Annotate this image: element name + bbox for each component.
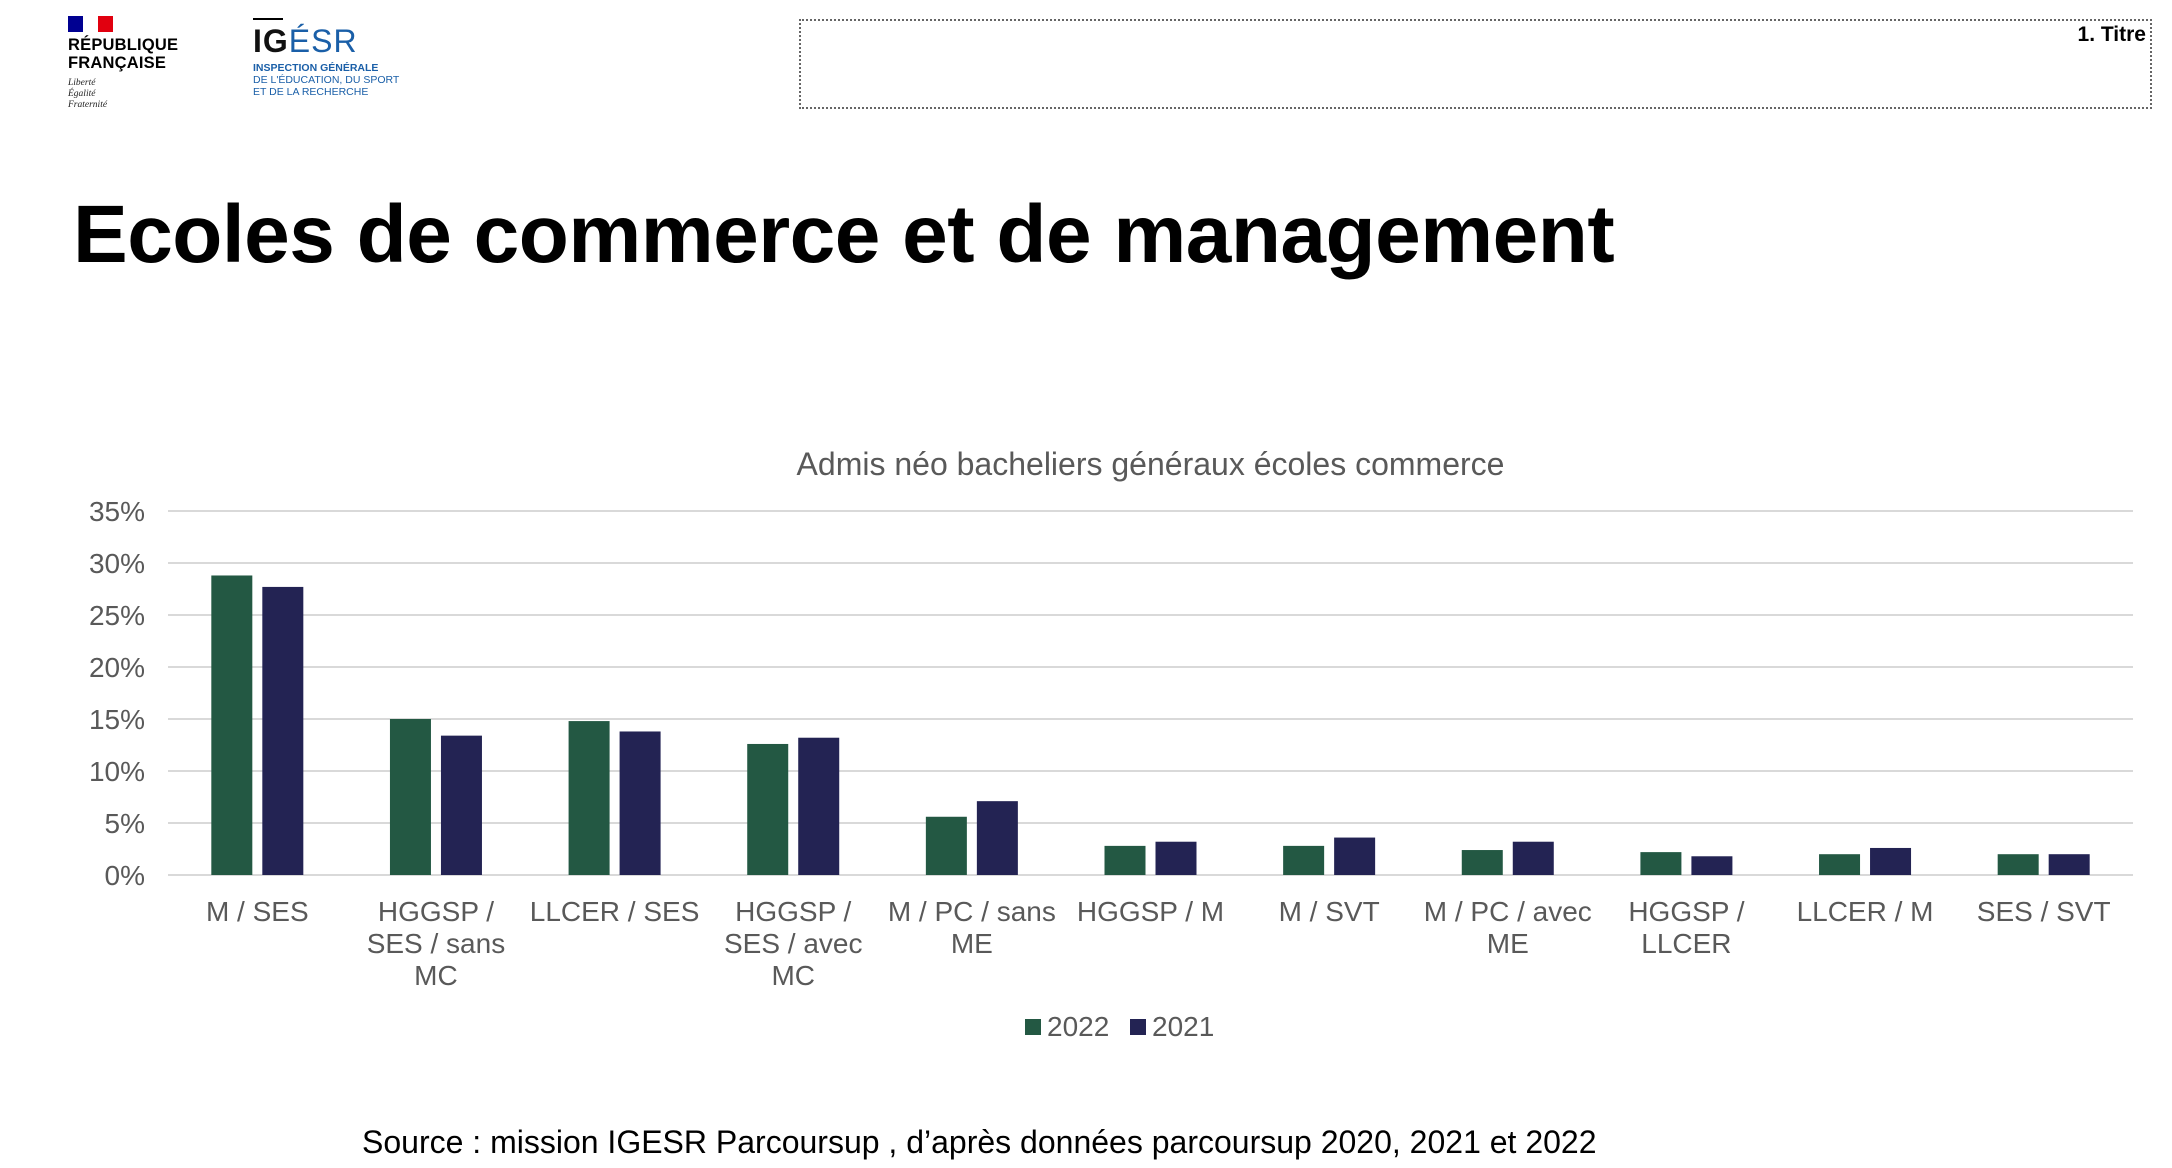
x-tick-label: SES / avec: [724, 928, 863, 959]
igesr-subtitle: INSPECTION GÉNÉRALE DE L'ÉDUCATION, DU S…: [253, 62, 433, 98]
legend-swatch-2021: [1130, 1019, 1146, 1035]
x-tick-label: HGGSP /: [735, 896, 851, 927]
x-tick-label: M / SVT: [1279, 896, 1380, 927]
igesr-logo: IGÉSR INSPECTION GÉNÉRALE DE L'ÉDUCATION…: [253, 18, 433, 98]
source-note: Source : mission IGESR Parcoursup , d’ap…: [362, 1124, 1597, 1160]
motto-line-3: Fraternité: [68, 100, 108, 110]
bar-2022: [1819, 854, 1861, 875]
title-placeholder-box[interactable]: 1. Titre: [799, 19, 2152, 109]
motto-line-2: Égalité: [68, 89, 96, 99]
igesr-sub-line-3: ET DE LA RECHERCHE: [253, 86, 369, 98]
republique-name: RÉPUBLIQUE FRANÇAISE: [68, 36, 208, 72]
bar-2021: [619, 731, 661, 875]
y-tick-label: 5%: [105, 808, 145, 839]
y-tick-label: 35%: [89, 496, 145, 527]
flag-white-stripe: [83, 16, 98, 32]
bar-2022: [1640, 852, 1682, 875]
bar-2021: [1691, 856, 1733, 875]
bar-2022: [925, 816, 967, 875]
bar-2021: [798, 737, 840, 875]
igesr-logo-esr: ÉSR: [288, 23, 358, 59]
bar-2021: [1334, 837, 1376, 875]
bar-2022: [1283, 845, 1325, 875]
y-tick-label: 0%: [105, 860, 145, 891]
x-tick-label: LLCER / M: [1797, 896, 1934, 927]
legend-swatch-2022: [1025, 1019, 1041, 1035]
republique-francaise-logo: RÉPUBLIQUE FRANÇAISE Liberté Égalité Fra…: [68, 16, 208, 111]
motto-line-1: Liberté: [68, 78, 96, 88]
x-tick-label: M / PC / avec: [1424, 896, 1592, 927]
x-tick-label: M / PC / sans: [888, 896, 1056, 927]
x-tick-label: HGGSP /: [378, 896, 494, 927]
bar-2021: [262, 586, 304, 875]
x-tick-label: ME: [1487, 928, 1529, 959]
igesr-sub-line-1: INSPECTION GÉNÉRALE: [253, 62, 379, 74]
x-tick-label: MC: [414, 960, 458, 991]
title-placeholder-label: 1. Titre: [2077, 23, 2146, 46]
y-tick-label: 30%: [89, 548, 145, 579]
republique-line-2: FRANÇAISE: [68, 54, 167, 72]
x-tick-label: ME: [951, 928, 993, 959]
bar-2022: [211, 575, 253, 875]
igesr-logo-bar: [253, 18, 283, 20]
x-tick-label: HGGSP / M: [1077, 896, 1224, 927]
x-tick-label: SES / SVT: [1977, 896, 2111, 927]
bar-2022: [568, 721, 610, 875]
bar-2021: [440, 735, 482, 875]
bar-2021: [1512, 841, 1554, 875]
republique-motto: Liberté Égalité Fraternité: [68, 78, 208, 111]
legend-label-2021: 2021: [1152, 1011, 1214, 1042]
bar-2022: [1997, 854, 2039, 875]
bar-2022: [1104, 845, 1146, 875]
flag-blue-stripe: [68, 16, 83, 32]
y-tick-label: 15%: [89, 704, 145, 735]
igesr-sub-line-2: DE L'ÉDUCATION, DU SPORT: [253, 74, 400, 86]
page-title: Ecoles de commerce et de management: [73, 189, 1615, 280]
y-tick-label: 20%: [89, 652, 145, 683]
igesr-logo-word: IGÉSR: [253, 24, 433, 58]
x-tick-label: LLCER: [1641, 928, 1731, 959]
bar-2021: [1155, 841, 1197, 875]
chart-title: Admis néo bacheliers généraux écoles com…: [797, 446, 1505, 482]
bar-2021: [1870, 847, 1912, 875]
french-flag-icon: [68, 16, 113, 32]
bar-2022: [389, 719, 431, 875]
legend-label-2022: 2022: [1047, 1011, 1109, 1042]
y-tick-label: 25%: [89, 600, 145, 631]
x-tick-label: HGGSP /: [1628, 896, 1744, 927]
flag-red-stripe: [98, 16, 113, 32]
bar-2021: [2048, 854, 2090, 875]
bar-2022: [1461, 850, 1503, 875]
x-tick-label: MC: [771, 960, 815, 991]
bar-2021: [976, 801, 1018, 875]
republique-line-1: RÉPUBLIQUE: [68, 36, 179, 54]
x-tick-label: LLCER / SES: [530, 896, 700, 927]
x-tick-label: M / SES: [206, 896, 309, 927]
x-tick-label: SES / sans: [367, 928, 506, 959]
bar-2022: [747, 743, 789, 875]
y-tick-label: 10%: [89, 756, 145, 787]
igesr-logo-ig: IG: [253, 23, 289, 59]
